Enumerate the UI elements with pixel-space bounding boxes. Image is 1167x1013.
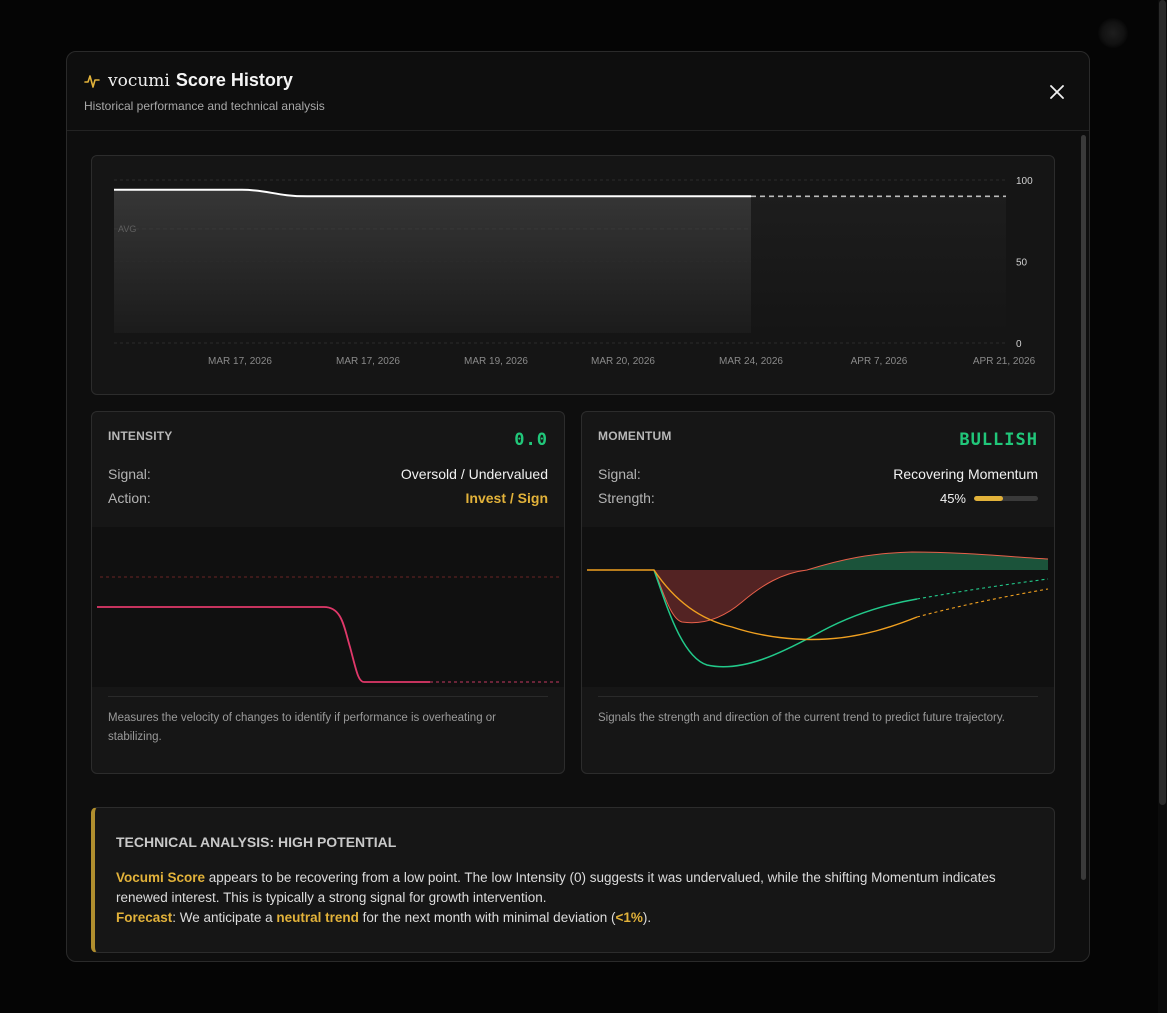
x-tick-label: MAR 19, 2026: [464, 356, 528, 367]
forecast-trend: neutral trend: [276, 910, 359, 925]
analysis-subject: Vocumi Score: [116, 870, 206, 885]
intensity-label: INTENSITY: [108, 429, 173, 443]
brand-name: vocumi: [108, 70, 170, 91]
pulse-icon: [84, 73, 100, 89]
action-value: Invest / Sign: [465, 490, 548, 506]
momentum-description: Signals the strength and direction of th…: [598, 712, 1005, 724]
intensity-line: [97, 606, 430, 683]
strength-key: Strength:: [598, 490, 655, 506]
signal-value: Oversold / Undervalued: [400, 466, 548, 482]
score-history-modal: vocumi Score History Historical performa…: [66, 51, 1090, 962]
y-tick-label: 50: [1016, 258, 1028, 269]
strength-bar: [974, 495, 1038, 501]
score-chart-svg: 100 50 0 MAR 17, 2026 MAR 17, 2026 MAR 19, 2…: [114, 176, 1036, 367]
momentum-fast-projection: [916, 578, 1049, 600]
intensity-value: 0.0: [514, 430, 548, 450]
intensity-card: INTENSITY 0.0 Signal: Oversold / Underva…: [91, 411, 565, 774]
momentum-negative-area: [654, 570, 807, 623]
forecast-deviation: <1%: [615, 910, 643, 925]
x-tick-label: APR 21, 2026: [973, 356, 1036, 367]
analysis-text: appears to be recovering from a low poin…: [116, 870, 996, 905]
momentum-chart: [582, 527, 1054, 687]
page-scrollbar-thumb[interactable]: [1159, 0, 1166, 805]
x-tick-label: MAR 20, 2026: [591, 356, 655, 367]
y-tick-label: 0: [1016, 339, 1022, 350]
modal-header: vocumi Score History Historical performa…: [67, 52, 1089, 131]
x-tick-label: MAR 17, 2026: [208, 356, 272, 367]
momentum-signal-line: [587, 551, 1049, 624]
score-area-fill: [114, 189, 751, 333]
signal-key: Signal:: [598, 466, 641, 482]
intensity-signal-row: Signal: Oversold / Undervalued: [108, 466, 548, 482]
modal-scrollbar[interactable]: [1081, 135, 1086, 880]
x-tick-label: APR 7, 2026: [851, 356, 908, 367]
analysis-title: TECHNICAL ANALYSIS: HIGH POTENTIAL: [116, 834, 397, 850]
analysis-body: Vocumi Score appears to be recovering fr…: [116, 868, 1024, 928]
intensity-action-row: Action: Invest / Sign: [108, 490, 548, 506]
close-button[interactable]: [1047, 82, 1067, 102]
title-text: Score History: [175, 70, 293, 90]
momentum-slow-line: [587, 569, 918, 641]
y-tick-label: 100: [1016, 176, 1033, 187]
momentum-value: BULLISH: [959, 430, 1038, 450]
score-history-chart: 100 50 0 MAR 17, 2026 MAR 17, 2026 MAR 19, 2…: [91, 155, 1055, 395]
momentum-label: MOMENTUM: [598, 429, 672, 443]
divider: [598, 696, 1038, 697]
technical-analysis-card: TECHNICAL ANALYSIS: HIGH POTENTIAL Vocum…: [91, 807, 1055, 953]
intensity-description: Measures the velocity of changes to iden…: [108, 712, 497, 743]
divider: [108, 696, 548, 697]
forecast-label: Forecast: [116, 910, 173, 925]
momentum-strength-row: Strength: 45%: [598, 490, 1038, 506]
momentum-slow-projection: [916, 588, 1049, 618]
modal-title: vocumi Score History: [84, 70, 293, 91]
strength-value: 45%: [939, 490, 966, 506]
signal-key: Signal:: [108, 466, 151, 482]
modal-subtitle: Historical performance and technical ana…: [84, 99, 325, 113]
page-scrollbar[interactable]: [1158, 0, 1167, 1013]
action-key: Action:: [108, 490, 151, 506]
avg-label: AVG: [118, 224, 136, 234]
score-line: [114, 188, 751, 198]
signal-value: Recovering Momentum: [893, 466, 1038, 482]
forecast-text: for the next month with minimal deviatio…: [358, 910, 616, 925]
momentum-positive-area: [807, 552, 1048, 570]
intensity-chart: [92, 527, 564, 687]
momentum-fast-line: [653, 569, 918, 668]
forecast-text: ).: [642, 910, 652, 925]
strength-bar-fill: [974, 495, 1003, 501]
x-tick-label: MAR 17, 2026: [336, 356, 400, 367]
background-glow: [1098, 18, 1128, 48]
strength-indicator: 45%: [940, 490, 1038, 506]
forecast-text: : We anticipate a: [172, 910, 277, 925]
momentum-card: MOMENTUM BULLISH Signal: Recovering Mome…: [581, 411, 1055, 774]
projection-area-fill: [751, 196, 1006, 333]
momentum-signal-row: Signal: Recovering Momentum: [598, 466, 1038, 482]
x-tick-label: MAR 24, 2026: [719, 356, 783, 367]
close-icon[interactable]: [1050, 85, 1064, 99]
